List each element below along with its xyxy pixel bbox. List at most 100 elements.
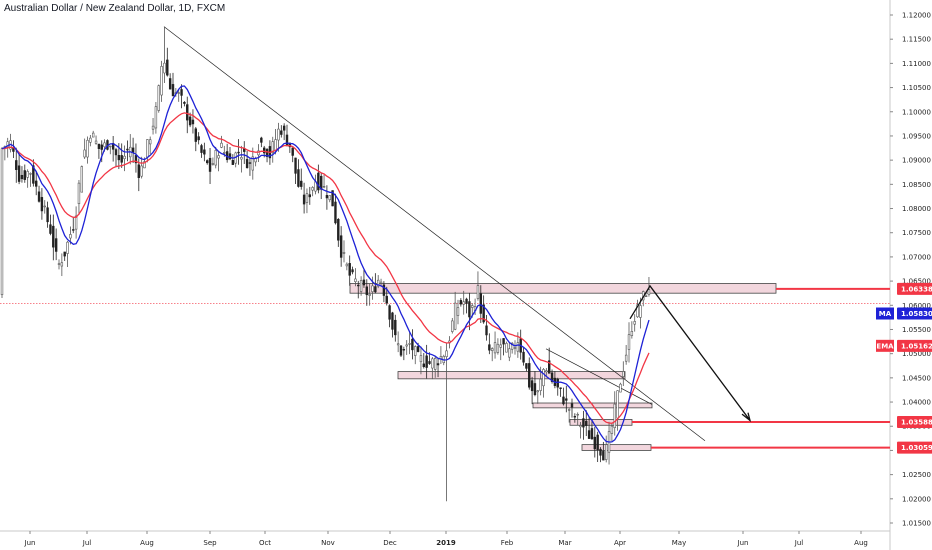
candle-body — [337, 219, 340, 241]
candle-body — [490, 348, 494, 351]
candle-body — [445, 350, 448, 357]
candle-body — [622, 371, 625, 377]
candle-body — [302, 194, 306, 205]
price-tick-label: 1.12000 — [902, 12, 931, 20]
candle-body — [166, 59, 169, 76]
candle-body — [94, 140, 98, 144]
price-tick-label: 1.02500 — [902, 471, 931, 479]
candle-body — [168, 78, 172, 90]
candle-body — [513, 347, 517, 349]
candle-body — [471, 305, 474, 308]
candle-body — [354, 278, 357, 282]
candle-body — [465, 298, 468, 304]
candle-body — [74, 215, 78, 230]
candle-body — [456, 307, 460, 316]
candle-body — [530, 380, 534, 392]
candle-body — [365, 286, 368, 296]
candle-body — [374, 286, 377, 293]
price-tick-label: 1.11000 — [902, 60, 931, 68]
candle-body — [131, 147, 135, 153]
price-tick-label: 1.07000 — [902, 253, 931, 261]
candle-body — [619, 383, 622, 393]
projection-arrowhead — [741, 412, 752, 423]
candle-body — [214, 149, 217, 166]
candle-body — [217, 155, 220, 159]
candle-body — [37, 191, 41, 202]
candle-body — [223, 152, 226, 154]
price-tick-label: 1.04000 — [902, 399, 931, 407]
candle-body — [97, 143, 101, 149]
candle-body — [26, 171, 29, 178]
candle-body — [86, 139, 89, 158]
candle-body — [624, 354, 628, 362]
candle-body — [188, 116, 192, 126]
candle-body — [228, 153, 232, 160]
candle-body — [291, 147, 294, 156]
candle-body — [154, 106, 158, 129]
price-tick-label: 1.08000 — [902, 205, 931, 213]
candle-body — [180, 89, 183, 96]
candle-body — [451, 320, 454, 332]
time-tick-label: Oct — [259, 539, 271, 547]
candle-body — [585, 420, 588, 426]
candle-body — [80, 166, 84, 193]
candle-body — [322, 186, 326, 188]
candle-body — [402, 349, 406, 351]
time-tick-label: Dec — [383, 539, 397, 547]
candle-body — [171, 84, 175, 97]
candle-body — [311, 187, 314, 191]
candle-body — [565, 398, 568, 401]
candle-body — [52, 225, 55, 248]
candle-body — [100, 144, 103, 150]
candle-body — [43, 205, 46, 208]
candle-body — [431, 358, 434, 369]
support-zone-upper — [397, 371, 626, 380]
candle-body — [357, 284, 360, 287]
price-badge-label: 1.06338 — [901, 285, 932, 293]
ma-line — [1, 85, 650, 443]
candle-body — [57, 263, 61, 265]
candle-body — [516, 342, 520, 352]
candle-body — [46, 207, 49, 223]
candle-body — [282, 125, 286, 131]
candle-body — [265, 149, 269, 157]
candle-body — [639, 305, 642, 318]
candle-body — [587, 430, 591, 439]
price-badge-label: 1.05162 — [901, 342, 932, 350]
candle-body — [325, 195, 329, 199]
candle-body — [525, 363, 528, 369]
candle-body — [186, 104, 189, 121]
candle-body — [208, 157, 212, 172]
candle-body — [510, 342, 514, 350]
price-tick-label: 1.10500 — [902, 84, 931, 92]
candle-body — [300, 180, 303, 187]
candle-body — [542, 369, 545, 387]
candle-body — [405, 344, 408, 347]
candle-body — [69, 234, 72, 239]
candle-body — [647, 289, 651, 295]
price-badge-label: 1.03588 — [901, 418, 932, 426]
candle-body — [342, 252, 346, 254]
candle-body — [277, 128, 280, 141]
candle-body — [109, 145, 112, 148]
candle-body — [590, 428, 594, 440]
candle-body — [419, 355, 423, 363]
time-tick-label: Jul — [82, 539, 92, 547]
time-tick-label: Apr — [614, 539, 626, 547]
candle-body — [251, 156, 254, 171]
candle-body — [502, 338, 505, 345]
candle-body — [32, 165, 35, 184]
price-badge-label: 1.05830 — [901, 310, 932, 318]
candle-body — [636, 304, 639, 318]
price-tick-label: 1.06000 — [902, 302, 931, 310]
candle-body — [197, 136, 200, 141]
candle-body — [183, 101, 186, 104]
candle-body — [408, 343, 411, 345]
candle-body — [334, 201, 337, 224]
candle-body — [92, 132, 95, 138]
candle-body — [391, 312, 394, 330]
candle-body — [23, 170, 26, 180]
price-tick-label: 1.09500 — [902, 132, 931, 140]
time-tick-label: Nov — [321, 539, 335, 547]
